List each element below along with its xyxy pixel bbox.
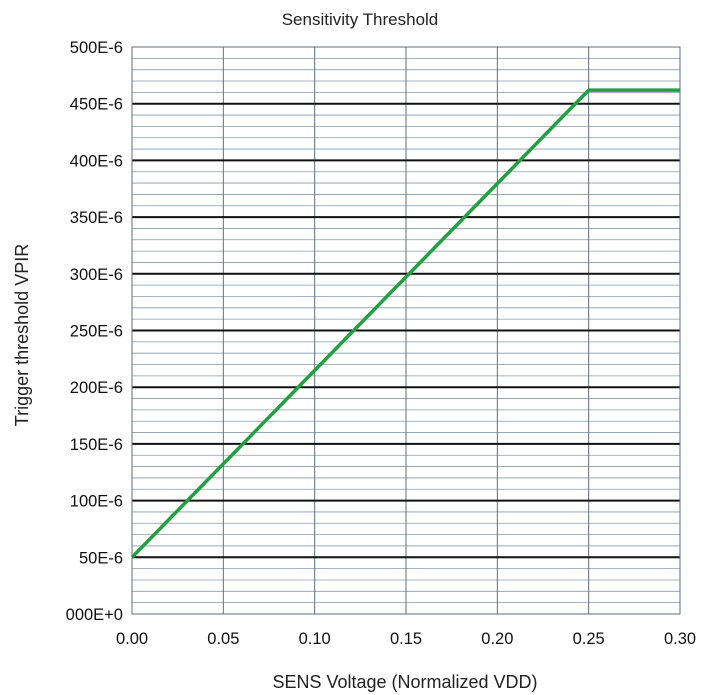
x-tick-labels: 0.00 0.05 0.10 0.15 0.20 0.25 0.30 xyxy=(116,630,696,648)
y-axis-label: Trigger threshold VPIR xyxy=(12,244,32,426)
grid xyxy=(131,46,681,615)
x-tick-label: 0.30 xyxy=(664,630,696,648)
chart-title: Sensitivity Threshold xyxy=(282,10,439,29)
y-tick-label: 50E-6 xyxy=(79,549,123,567)
series-line-0 xyxy=(130,88,680,559)
y-tick-label: 500E-6 xyxy=(70,39,123,57)
x-tick-label: 0.00 xyxy=(116,630,148,648)
y-tick-labels: 000E+0 50E-6 100E-6 150E-6 200E-6 250E-6 300E-… xyxy=(66,39,123,624)
y-tick-label: 250E-6 xyxy=(70,323,123,341)
y-tick-label: 400E-6 xyxy=(70,152,123,170)
x-tick-label: 0.20 xyxy=(481,630,513,648)
y-tick-label: 350E-6 xyxy=(70,209,123,227)
x-tick-label: 0.05 xyxy=(207,630,239,648)
x-axis-label: SENS Voltage (Normalized VDD) xyxy=(272,672,537,692)
plot-border xyxy=(131,46,681,615)
x-tick-label: 0.25 xyxy=(573,630,605,648)
y-tick-label: 000E+0 xyxy=(66,606,123,624)
y-tick-label: 200E-6 xyxy=(70,379,123,397)
y-tick-label: 300E-6 xyxy=(70,266,123,284)
y-tick-label: 100E-6 xyxy=(70,493,123,511)
series-layer xyxy=(130,88,680,559)
y-tick-label: 150E-6 xyxy=(70,436,123,454)
x-tick-label: 0.10 xyxy=(299,630,331,648)
y-tick-label: 450E-6 xyxy=(70,96,123,114)
x-tick-label: 0.15 xyxy=(390,630,422,648)
